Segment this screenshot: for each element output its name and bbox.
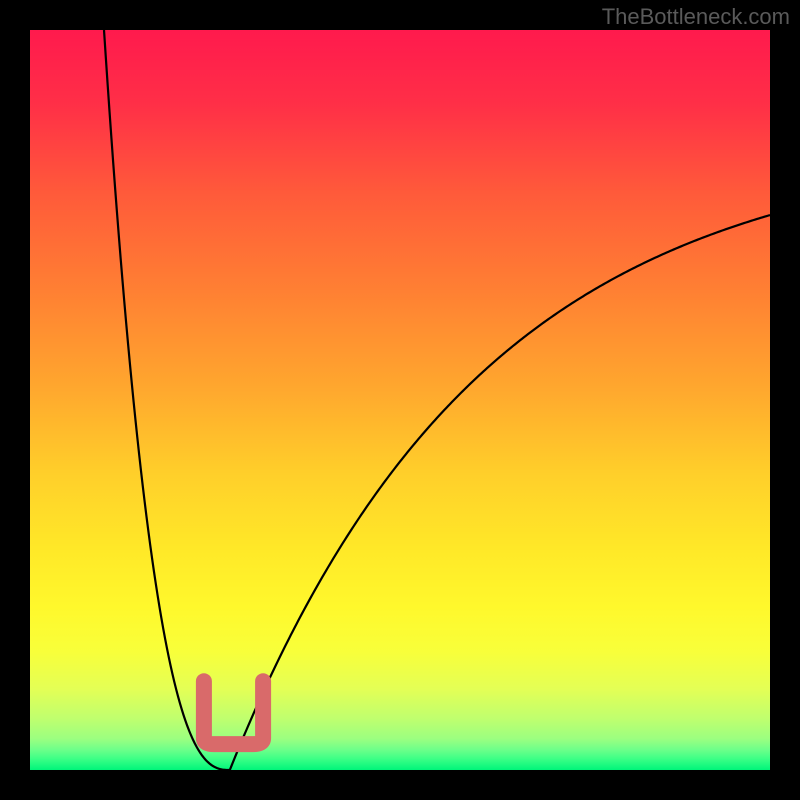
- watermark-text: TheBottleneck.com: [602, 4, 790, 30]
- bottleneck-chart: [0, 0, 800, 800]
- gradient-background: [30, 30, 770, 770]
- chart-container: TheBottleneck.com: [0, 0, 800, 800]
